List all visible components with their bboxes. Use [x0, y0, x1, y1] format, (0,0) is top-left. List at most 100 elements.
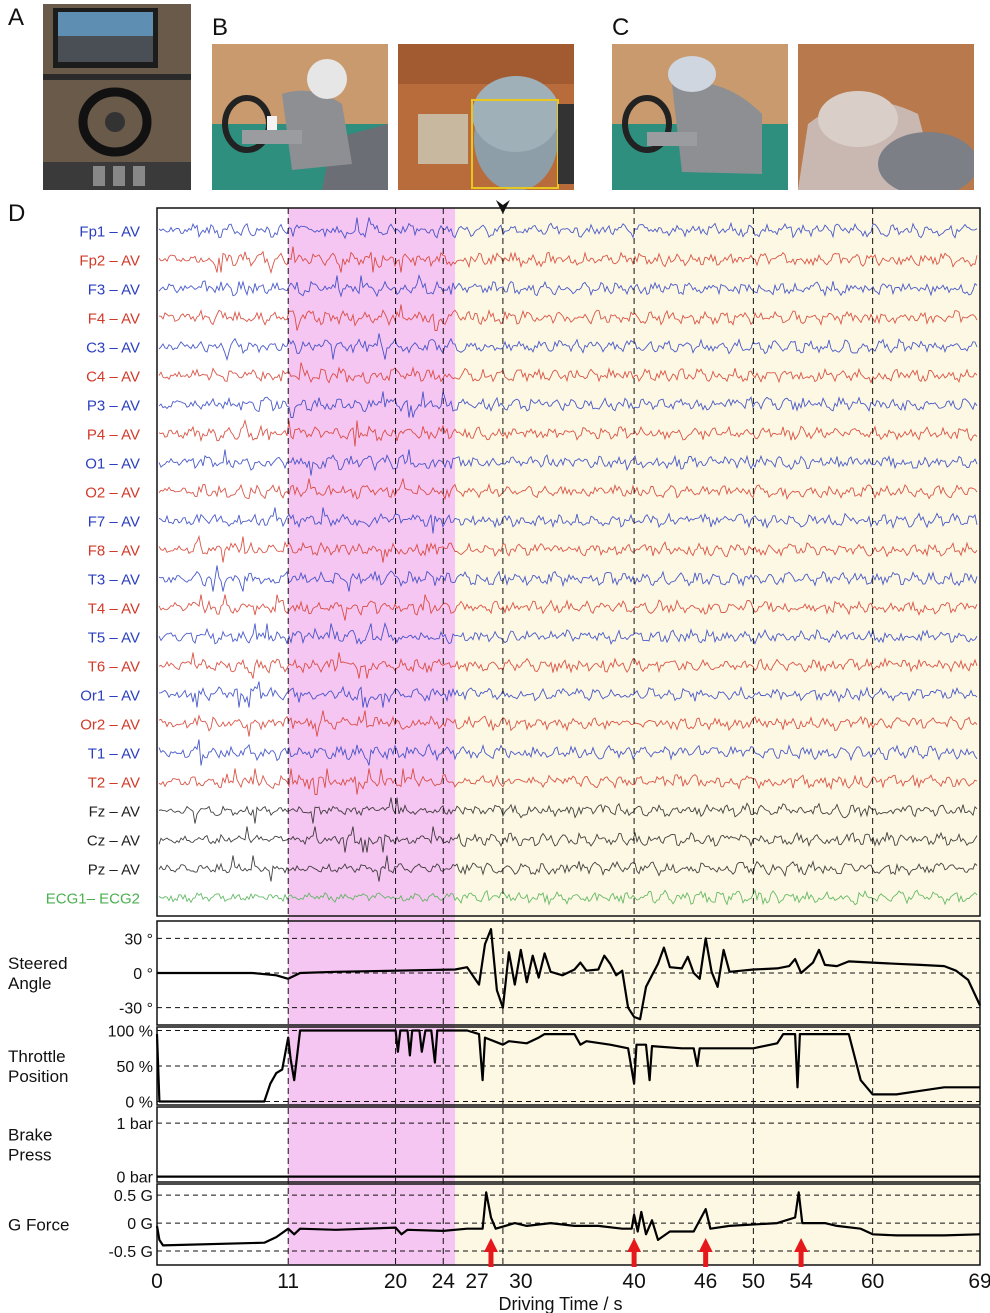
eeg-channel-label: P3 – AV	[87, 398, 140, 415]
eeg-trace	[158, 797, 978, 824]
x-tick-label: 30	[509, 1270, 532, 1293]
eeg-channel-label: Or2 – AV	[80, 717, 140, 734]
eeg-trace	[158, 565, 978, 592]
eeg-channel-label: F8 – AV	[88, 543, 140, 560]
eeg-channel-label: T2 – AV	[88, 775, 140, 792]
eeg-trace	[158, 217, 978, 240]
eeg-trace	[158, 855, 978, 882]
eeg-channel-label: C3 – AV	[86, 340, 140, 357]
subplot-tick-label: 1 bar	[117, 1116, 154, 1133]
eeg-trace	[158, 246, 978, 275]
subplot-series-line	[157, 928, 981, 1021]
eeg-trace	[159, 304, 978, 331]
eeg-channel-label: Fp2 – AV	[79, 253, 140, 270]
eeg-channel-label: T3 – AV	[88, 572, 140, 589]
subplot-tick-label: 0 bar	[117, 1170, 154, 1187]
eeg-frame	[156, 207, 981, 917]
x-tick-label: 24	[432, 1270, 456, 1293]
highlight-band	[288, 208, 456, 1265]
x-tick-label: 20	[384, 1270, 407, 1293]
photo-driver-awake-face	[398, 44, 574, 190]
subplot-label: Throttle	[8, 1047, 66, 1066]
eeg-channel-label: T6 – AV	[88, 659, 140, 676]
eeg-trace	[158, 594, 978, 621]
eeg-trace	[158, 681, 978, 708]
x-tick-label: 40	[622, 1270, 645, 1293]
eeg-trace	[158, 621, 978, 645]
x-tick-label: 27	[465, 1270, 488, 1293]
eeg-channel-label: O2 – AV	[85, 485, 140, 502]
eeg-channel-label: T1 – AV	[88, 746, 140, 763]
subplot-tick-label: -0.5 G	[109, 1244, 153, 1261]
x-tick-label: 69	[968, 1270, 990, 1293]
subplot-frame	[156, 1183, 981, 1266]
eeg-trace	[158, 362, 978, 384]
photo-driver-awake-side	[212, 44, 388, 190]
eeg-trace	[158, 507, 978, 534]
photo-simulator	[43, 4, 191, 190]
sleep-onset-arrowhead	[495, 200, 510, 214]
eeg-trace	[158, 333, 978, 362]
eeg-channel-label: Or1 – AV	[80, 688, 140, 705]
eeg-channel-label: Pz – AV	[88, 862, 140, 879]
eeg-trace	[158, 449, 978, 476]
eeg-channel-label: P4 – AV	[87, 427, 140, 444]
subplot-label: Press	[8, 1146, 51, 1165]
eeg-channel-label: F7 – AV	[88, 514, 140, 531]
subplot-tick-label: 0 G	[127, 1216, 153, 1233]
subplot-tick-label: 0 °	[133, 966, 153, 983]
eeg-channel-label: Cz – AV	[87, 833, 140, 850]
subplot-label: Steered	[8, 954, 68, 973]
eeg-channel-label: F4 – AV	[88, 311, 140, 328]
x-tick-label: 0	[151, 1270, 163, 1293]
eeg-channel-label: ECG1– ECG2	[46, 891, 140, 908]
subplot-series-line	[155, 1191, 981, 1247]
eeg-trace	[158, 391, 978, 418]
subplot-label: G Force	[8, 1216, 69, 1235]
eeg-trace	[158, 739, 978, 766]
subplot-tick-label: 30 °	[124, 931, 153, 948]
subplot-label: Brake	[8, 1126, 52, 1145]
eeg-trace	[158, 710, 978, 737]
red-arrow-marker	[627, 1238, 642, 1267]
eeg-channel-label: F3 – AV	[88, 282, 140, 299]
x-axis-label: Driving Time / s	[498, 1294, 622, 1313]
x-tick-label: 11	[277, 1270, 299, 1293]
eeg-trace	[158, 826, 978, 853]
panel-label-b: B	[212, 14, 229, 41]
eeg-channel-label: T5 – AV	[88, 630, 140, 647]
red-arrow-marker	[483, 1238, 498, 1267]
eeg-trace	[158, 418, 978, 447]
panel-label-d: D	[8, 200, 26, 227]
eeg-channel-label: C4 – AV	[86, 369, 140, 386]
eeg-trace	[158, 768, 978, 795]
eeg-channel-label: O1 – AV	[85, 456, 140, 473]
red-arrow-marker	[698, 1238, 713, 1267]
subplot-label: Angle	[8, 974, 51, 993]
photo-driver-asleep-face	[798, 44, 974, 190]
eeg-trace	[158, 534, 978, 563]
photo-driver-asleep-side	[612, 44, 788, 190]
subplot-tick-label: 0 %	[125, 1094, 153, 1111]
eeg-trace	[158, 652, 978, 679]
eeg-channel-label: Fz – AV	[89, 804, 140, 821]
subplot-tick-label: 50 %	[117, 1059, 153, 1076]
x-tick-label: 50	[742, 1270, 765, 1293]
eeg-channel-label: Fp1 – AV	[79, 224, 140, 241]
subplot-frame	[156, 1106, 981, 1183]
subplot-tick-label: 0.5 G	[114, 1188, 153, 1205]
x-tick-label: 46	[694, 1270, 717, 1293]
subplot-tick-label: -30 °	[119, 1001, 153, 1018]
highlight-band	[455, 208, 980, 1265]
eeg-trace	[158, 888, 978, 906]
x-tick-label: 60	[861, 1270, 884, 1293]
eeg-trace	[158, 478, 978, 501]
eeg-channel-label: T4 – AV	[88, 601, 140, 618]
panel-label-a: A	[8, 4, 25, 31]
panel-label-c: C	[612, 14, 630, 41]
subplot-label: Position	[8, 1067, 68, 1086]
subplot-tick-label: 100 %	[108, 1024, 153, 1041]
eeg-trace	[158, 273, 978, 298]
